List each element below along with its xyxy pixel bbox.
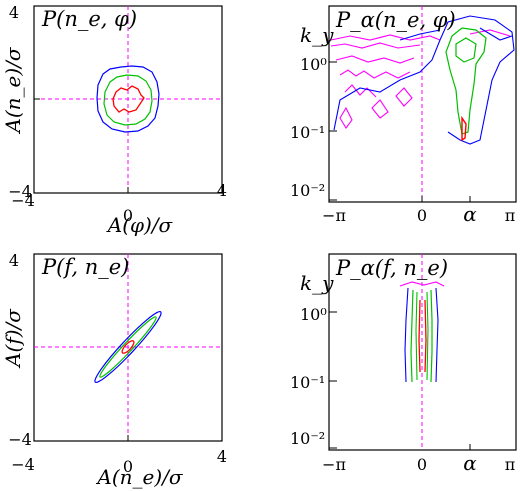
contour-magenta	[469, 29, 511, 37]
contour-outer	[94, 311, 162, 383]
contour-magenta	[339, 69, 411, 79]
contour-inner	[418, 299, 427, 373]
y-tick-label: 10⁻²	[290, 429, 325, 448]
x-tick-label: −4	[11, 191, 35, 210]
x-tick-label: 0	[123, 206, 133, 225]
contour-inner	[112, 85, 145, 113]
contour-magenta	[330, 34, 441, 41]
contour-magenta	[395, 87, 413, 107]
x-axis-label: α	[463, 451, 477, 475]
x-tick-label: 4	[217, 447, 227, 466]
x-tick-label: −π	[322, 455, 346, 474]
contour-middle	[455, 37, 477, 63]
contour-magenta	[339, 106, 353, 129]
y-tick-label: 10⁻¹	[290, 373, 325, 392]
y-axis-label: A(n_e)/σ	[1, 46, 25, 135]
x-tick-label: π	[505, 206, 516, 225]
x-axis-label: A(n_e)/σ	[95, 465, 184, 489]
x-tick-label: π	[505, 455, 516, 474]
contour-group-magenta	[330, 29, 511, 129]
contour-outer	[404, 287, 439, 383]
panel-top-right: P_α(n_e, φ) k_y 10⁰ 10⁻¹ 10⁻² −π 0 π α	[290, 5, 517, 226]
panel-title: P_α(n_e, φ)	[335, 8, 456, 32]
y-tick-label: 10⁰	[300, 305, 327, 324]
contour-magenta	[371, 99, 389, 119]
x-tick-label: 0	[123, 457, 133, 476]
contour-inner	[121, 340, 135, 354]
y-tick-label: 10⁻²	[290, 181, 325, 200]
y-tick-label: 4	[9, 3, 19, 22]
y-tick-label: 10⁻¹	[290, 123, 325, 142]
contour-middle	[410, 289, 433, 383]
contour-magenta	[344, 84, 377, 98]
panel-title: P(f, n_e)	[41, 255, 129, 279]
y-tick-label: 4	[9, 251, 19, 270]
panel-bottom-left: P(f, n_e) −4 0 4 4 −4 A(n_e)/σ A(f)/σ	[1, 251, 227, 489]
x-tick-label: −π	[322, 206, 346, 225]
contour-middle	[415, 291, 429, 381]
x-axis-label: A(φ)/σ	[106, 213, 174, 237]
contour-middle	[445, 27, 487, 135]
x-tick-label: 0	[417, 206, 427, 225]
y-tick-label: 10⁰	[300, 55, 327, 74]
contour-magenta	[330, 42, 421, 49]
contour-middle	[99, 316, 157, 378]
contour-outer	[333, 15, 515, 145]
contour-outer	[399, 27, 513, 41]
y-axis-label: A(f)/σ	[1, 308, 25, 369]
contour-outer	[96, 65, 160, 133]
contour-magenta	[335, 55, 415, 64]
y-axis-label: k_y	[300, 23, 334, 47]
y-tick-label: −4	[8, 430, 32, 449]
panel-bottom-right: P_α(f, n_e) k_y 10⁰ 10⁻¹ 10⁻² −π 0 π α	[290, 253, 517, 475]
x-tick-label: −4	[11, 455, 35, 474]
x-tick-label: 0	[417, 455, 427, 474]
contour-inner	[461, 115, 467, 142]
x-tick-label: 4	[217, 181, 227, 200]
contour-magenta	[399, 281, 445, 287]
y-axis-label: k_y	[300, 271, 334, 295]
panel-title: P(n_e, φ)	[41, 7, 137, 31]
panel-top-left: P(n_e, φ) −4 0 4 4 −4 A(φ)/σ A(n_e)/σ	[1, 3, 227, 237]
x-axis-label: α	[463, 202, 477, 226]
panel-title: P_α(f, n_e)	[335, 256, 448, 280]
contour-middle	[103, 74, 153, 126]
y-tick-label: −4	[8, 182, 32, 201]
